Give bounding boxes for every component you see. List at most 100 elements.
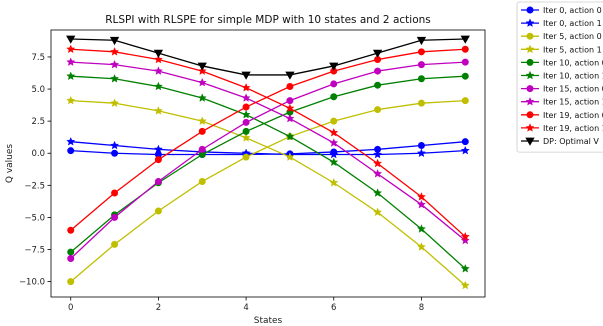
data-point: [460, 145, 470, 155]
data-point: [154, 156, 162, 164]
series-10: [66, 35, 470, 80]
plot-area: [50, 29, 486, 298]
data-point: [460, 280, 470, 290]
data-point: [153, 106, 163, 115]
legend-label: Iter 15, action 0: [543, 85, 603, 94]
series-line: [70, 99, 466, 283]
data-point: [110, 140, 120, 150]
data-point: [461, 72, 469, 80]
y-tick-label: −5.0: [24, 213, 45, 223]
data-point: [460, 235, 470, 245]
data-point: [329, 138, 339, 147]
x-axis-label: States: [254, 316, 283, 326]
legend-entry: Iter 0, action 0: [521, 6, 602, 15]
series-line: [70, 48, 466, 231]
data-point: [461, 58, 469, 66]
data-point: [242, 118, 250, 126]
series-line: [70, 141, 466, 156]
legend-marker: [525, 123, 535, 132]
data-point: [154, 177, 162, 185]
legend-marker: [526, 111, 534, 119]
data-point: [417, 142, 425, 150]
series-line: [70, 38, 466, 76]
legend-marker: [525, 44, 535, 54]
data-point: [67, 248, 75, 256]
data-point: [66, 136, 76, 146]
data-point: [111, 149, 119, 157]
data-point: [374, 81, 382, 89]
data-point: [373, 149, 383, 159]
series-line: [70, 99, 466, 286]
legend-marker: [525, 70, 535, 80]
series-line: [70, 61, 466, 259]
y-tick-label: 0.0: [31, 149, 45, 159]
data-point: [241, 71, 251, 80]
data-point: [198, 177, 206, 185]
series-9: [66, 44, 470, 241]
legend-entry: Iter 15, action 1: [521, 96, 603, 107]
data-point: [153, 49, 164, 58]
data-point: [373, 158, 383, 168]
data-point: [153, 66, 163, 75]
data-point: [241, 93, 251, 102]
data-point: [242, 153, 250, 161]
legend-marker: [526, 58, 534, 66]
legend-label: Iter 5, action 0: [543, 32, 602, 41]
data-point: [153, 81, 163, 91]
data-point: [153, 144, 163, 154]
data-point: [66, 44, 76, 54]
data-point: [373, 207, 383, 217]
legend-marker: [526, 6, 534, 14]
data-point: [286, 82, 294, 90]
data-point: [461, 138, 469, 146]
data-point: [111, 240, 119, 248]
data-point: [66, 57, 76, 66]
data-point: [67, 226, 75, 234]
series-7: [66, 57, 470, 245]
legend-marker: [526, 32, 534, 40]
legend-entry: Iter 5, action 1: [521, 44, 602, 54]
data-point: [111, 189, 119, 197]
legend-label: Iter 19, action 1: [543, 124, 603, 133]
x-tick-label: 0: [68, 303, 73, 313]
y-tick-label: 7.5: [31, 53, 45, 63]
legend-marker: [525, 18, 535, 27]
data-point: [241, 83, 251, 92]
series-4: [67, 72, 469, 256]
data-point: [66, 95, 76, 105]
series-line: [70, 61, 466, 242]
data-point: [286, 97, 294, 105]
chart-title: RLSPI with RLSPE for simple MDP with 10 …: [105, 14, 431, 26]
data-point: [197, 93, 207, 102]
data-point: [416, 192, 426, 201]
data-point: [329, 62, 339, 71]
data-point: [285, 131, 295, 141]
data-point: [374, 67, 382, 75]
data-point: [110, 98, 120, 107]
data-point: [111, 213, 119, 221]
y-tick-label: −10.0: [19, 278, 45, 288]
data-point: [417, 48, 425, 56]
legend-marker: [525, 137, 535, 146]
legend-entry: Iter 15, action 0: [521, 85, 603, 94]
y-axis: −10.0 −7.5 −5.0 −2.5 0.0 2.5 5.0 7.5: [19, 53, 51, 288]
data-point: [197, 77, 207, 87]
legend-label: Iter 0, action 1: [543, 19, 602, 28]
data-point: [66, 71, 76, 81]
data-point: [285, 71, 295, 80]
data-point: [197, 116, 207, 125]
series-3: [66, 95, 470, 290]
data-point: [460, 35, 470, 44]
legend-label: Iter 19, action 0: [543, 111, 603, 120]
legend-entry: Iter 5, action 0: [521, 32, 602, 41]
data-point: [461, 97, 469, 105]
x-tick-label: 4: [243, 303, 248, 313]
legend-entry: Iter 10, action 1: [521, 70, 603, 81]
data-point: [110, 47, 120, 56]
legend-label: Iter 10, action 0: [543, 58, 603, 67]
legend-entry: DP: Optimal V: [521, 137, 599, 146]
data-point: [153, 54, 163, 64]
legend-label: Iter 10, action 1: [543, 72, 603, 81]
data-point: [461, 45, 469, 53]
